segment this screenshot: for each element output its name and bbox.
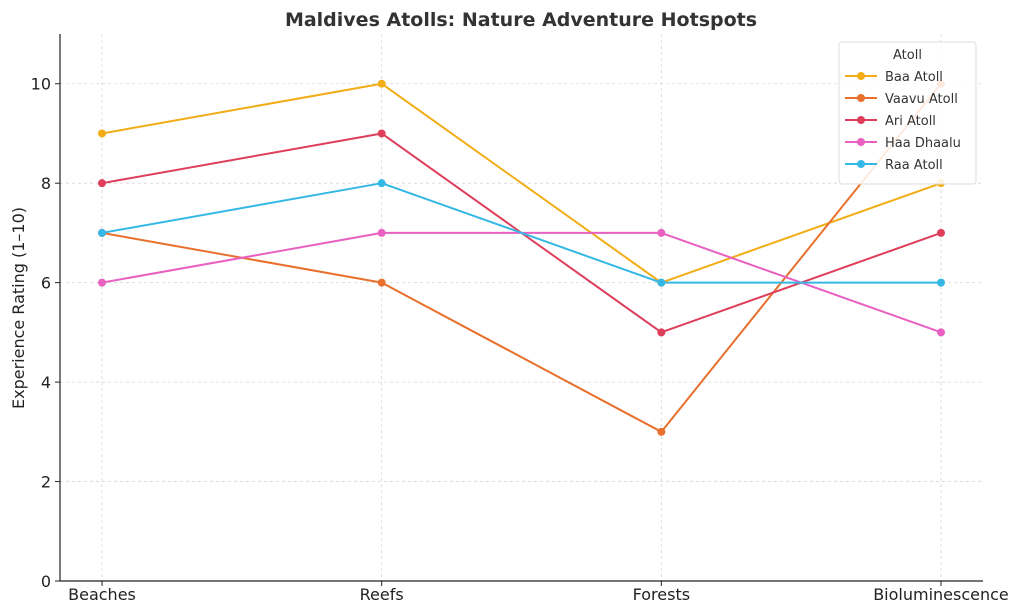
data-point-ari-atoll [937,228,945,237]
data-point-raa-atoll [377,179,386,188]
axes [59,34,983,582]
legend-item: Raa Atoll [845,158,943,173]
data-point-raa-atoll [937,278,945,287]
series-layer [98,79,945,436]
data-point-baa-atoll [377,79,386,88]
data-point-ari-atoll [377,129,386,138]
legend-swatch-marker [857,116,865,124]
legend: Atoll Baa Atoll Vaavu Atoll Ari Atoll Haa Dh… [838,41,977,185]
data-point-vaavu-atoll [657,427,666,436]
x-tick-label: Beaches [68,585,136,604]
legend-title: Atoll [893,48,922,63]
data-point-haa-dhaalu [657,228,666,237]
legend-label: Ari Atoll [885,114,936,129]
legend-swatch-marker [857,94,865,102]
x-tick-label: Bioluminescence [873,585,1009,604]
legend-swatch-marker [857,138,865,146]
data-point-baa-atoll [98,129,106,138]
data-point-haa-dhaalu [937,328,945,337]
series-line-baa-atoll [101,82,942,284]
legend-swatch-marker [857,72,865,80]
y-tick-label: 6 [41,274,51,293]
data-point-raa-atoll [657,278,666,287]
series-raa-atoll [98,179,945,287]
data-point-vaavu-atoll [377,278,386,287]
data-point-raa-atoll [98,228,106,237]
legend-item: Ari Atoll [845,114,936,129]
data-point-ari-atoll [657,328,666,337]
legend-box [838,41,977,185]
tick-labels: 0 2 4 6 8 10 Beaches Reefs Forests Bioluminescenc… [31,75,1009,604]
x-tick-label: Reefs [360,585,404,604]
y-tick-label: 2 [41,473,51,492]
legend-label: Raa Atoll [885,158,943,173]
x-tick-label: Forests [633,585,690,604]
legend-item: Baa Atoll [845,70,943,85]
y-axis-label: Experience Rating (1–10) [9,207,28,409]
legend-item: Haa Dhaalu [845,136,961,151]
legend-label: Baa Atoll [885,70,943,85]
legend-label: Haa Dhaalu [885,136,961,151]
chart-title: Maldives Atolls: Nature Adventure Hotspo… [285,9,757,31]
series-line-raa-atoll [101,182,941,284]
data-point-haa-dhaalu [98,278,106,287]
y-tick-label: 10 [31,75,51,94]
legend-label: Vaavu Atoll [885,92,958,107]
legend-swatch-marker [857,160,865,168]
data-point-ari-atoll [98,179,106,188]
y-tick-label: 8 [41,174,51,193]
y-tick-label: 4 [41,373,51,392]
data-point-haa-dhaalu [377,228,386,237]
y-tick-label: 0 [41,572,51,591]
legend-item: Vaavu Atoll [845,92,958,107]
series-line-vaavu-atoll [101,83,942,433]
